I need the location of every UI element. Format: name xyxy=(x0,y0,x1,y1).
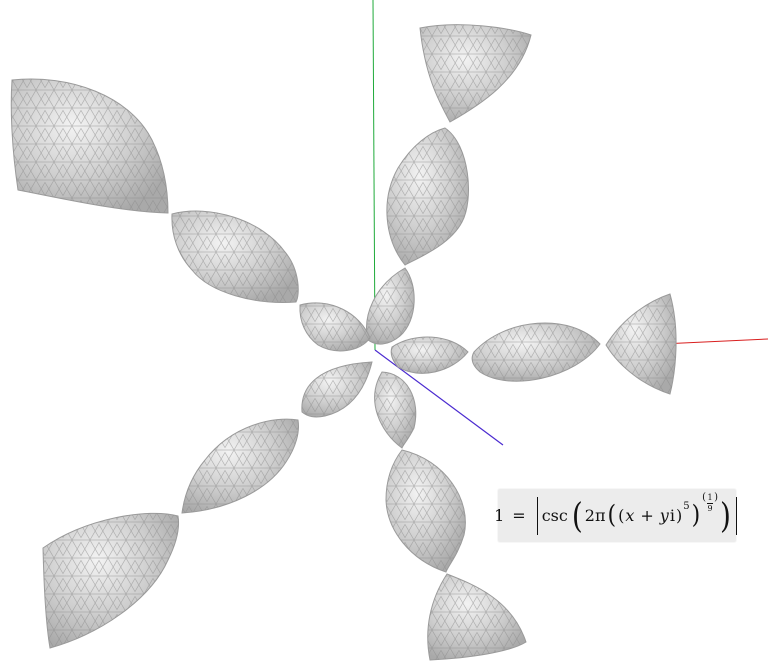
function-name: csc xyxy=(541,505,568,525)
equation: 1 = csc ( 2π ( ( x + y i ) 5 ) ( 1 9 ) ) xyxy=(494,492,740,536)
equation-lhs: 1 xyxy=(494,505,505,525)
variable-x: x xyxy=(625,505,635,525)
outer-left-paren: ( xyxy=(571,494,583,536)
inner-right-paren: ) xyxy=(675,505,683,525)
absolute-value-right-bar xyxy=(735,496,737,535)
fraction-bar xyxy=(707,502,714,504)
equation-label: 1 = csc ( 2π ( ( x + y i ) 5 ) ( 1 9 ) ) xyxy=(494,489,737,542)
z-axis xyxy=(374,349,504,446)
middle-right-paren: ) xyxy=(691,500,701,530)
coefficient: 2π xyxy=(584,505,606,525)
equals-sign: = xyxy=(512,505,526,525)
fraction: 1 9 xyxy=(707,492,714,513)
variable-y: y xyxy=(659,505,669,525)
outer-right-paren: ) xyxy=(719,494,731,536)
plus-sign: + xyxy=(640,505,654,525)
imaginary-unit: i xyxy=(669,505,675,525)
power-exponent: 5 xyxy=(683,500,690,512)
fraction-numerator: 1 xyxy=(707,492,713,502)
fraction-denominator: 9 xyxy=(707,503,713,513)
absolute-value-left-bar xyxy=(536,496,538,535)
y-axis xyxy=(372,0,376,351)
petal-lobes xyxy=(10,24,677,661)
fractional-exponent: ( 1 9 ) xyxy=(702,491,718,513)
inner-left-paren: ( xyxy=(618,505,625,525)
middle-left-paren: ( xyxy=(607,500,617,530)
